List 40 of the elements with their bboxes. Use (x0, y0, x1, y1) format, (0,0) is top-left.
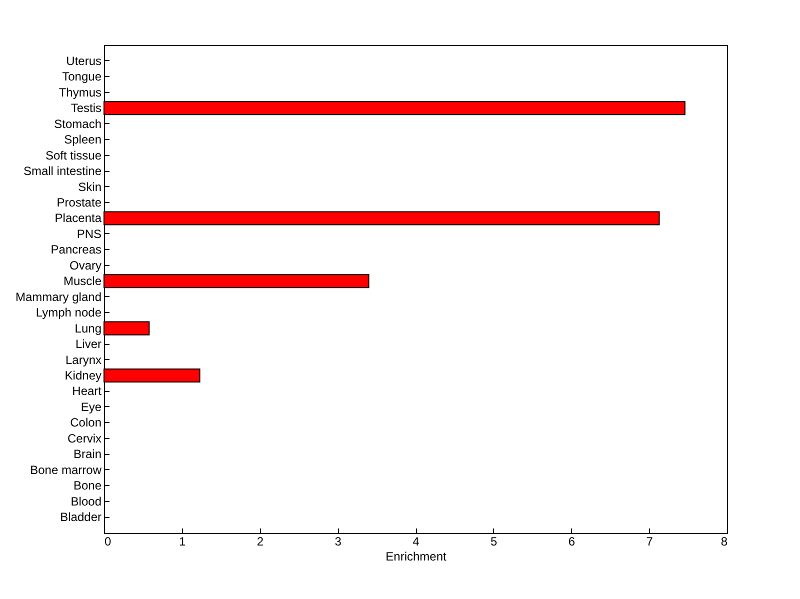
y-tick-label: Cervix (67, 431, 102, 446)
x-axis-title: Enrichment (386, 550, 448, 564)
y-tick-label: Muscle (63, 274, 102, 288)
x-tick-label: 8 (720, 534, 728, 548)
y-tick-label: Blood (70, 494, 102, 508)
x-tick-label: 4 (412, 534, 420, 548)
y-tick-label: Kidney (64, 368, 102, 382)
y-tick-label: Heart (72, 384, 102, 398)
x-tick-label: 3 (334, 534, 342, 548)
y-tick-label: Colon (70, 416, 102, 430)
y-tick-label: Tongue (62, 70, 102, 84)
y-tick-label: Thymus (58, 85, 102, 100)
y-tick-label: Larynx (65, 352, 102, 367)
y-tick-label: Bladder (60, 510, 102, 524)
y-tick-label: Small intestine (23, 164, 102, 178)
y-tick-label: Spleen (64, 132, 102, 147)
x-tick-label: 5 (490, 534, 498, 548)
y-tick-label: Liver (75, 337, 102, 352)
y-tick-label: Mammary gland (15, 290, 102, 304)
y-tick-label: Skin (78, 180, 102, 194)
y-tick-label: Brain (73, 447, 102, 462)
x-tick-label: 7 (646, 534, 654, 548)
y-tick-label: Lung (74, 321, 102, 336)
y-tick-label: Bone marrow (30, 462, 102, 477)
x-tick-label: 0 (104, 534, 112, 548)
y-tick-label: Prostate (56, 196, 102, 210)
y-tick-label: Stomach (54, 116, 102, 131)
y-tick-label: PNS (76, 226, 102, 241)
y-tick-label: Bone (73, 478, 102, 493)
y-tick-label: Soft tissue (45, 148, 102, 162)
y-tick-label: Testis (70, 101, 102, 116)
y-tick-label: Pancreas (50, 242, 102, 257)
x-tick-label: 2 (256, 534, 264, 548)
y-tick-label: Lymph node (36, 306, 102, 320)
y-tick-label: Ovary (69, 258, 102, 272)
y-tick-label: Eye (80, 400, 102, 414)
y-tick-label: Placenta (54, 211, 102, 226)
y-tick-label: Uterus (66, 54, 102, 68)
x-tick-label: 6 (568, 534, 576, 548)
x-tick-label: 1 (179, 534, 186, 548)
